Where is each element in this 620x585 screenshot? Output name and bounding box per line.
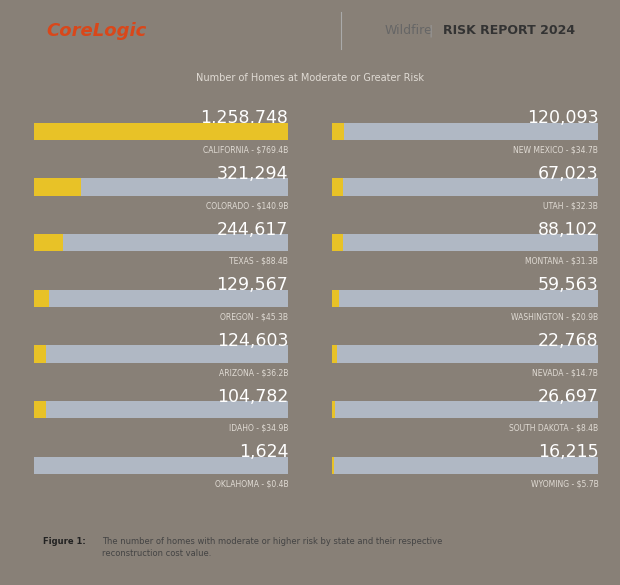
Bar xyxy=(332,456,334,474)
Text: SOUTH DAKOTA - $8.4B: SOUTH DAKOTA - $8.4B xyxy=(509,424,598,433)
Text: OKLAHOMA - $0.4B: OKLAHOMA - $0.4B xyxy=(215,479,288,488)
Text: Wildfire: Wildfire xyxy=(384,24,432,37)
Text: Number of Homes at Moderate or Greater Risk: Number of Homes at Moderate or Greater R… xyxy=(196,73,424,83)
Bar xyxy=(332,234,342,251)
Bar xyxy=(332,401,335,418)
Bar xyxy=(332,290,339,307)
Text: IDAHO - $34.9B: IDAHO - $34.9B xyxy=(229,424,288,433)
Text: COLORADO - $140.9B: COLORADO - $140.9B xyxy=(206,201,288,210)
Text: 244,617: 244,617 xyxy=(217,221,288,239)
Bar xyxy=(34,123,288,140)
Text: OREGON - $45.3B: OREGON - $45.3B xyxy=(220,312,288,321)
Bar xyxy=(34,178,288,195)
Text: 22,768: 22,768 xyxy=(538,332,598,350)
Bar xyxy=(332,456,598,474)
Bar xyxy=(332,401,598,418)
Bar xyxy=(332,178,598,195)
Text: Figure 1:: Figure 1: xyxy=(43,536,86,546)
Bar xyxy=(34,234,288,251)
Bar xyxy=(34,123,288,140)
Text: The number of homes with moderate or higher risk by state and their respective
r: The number of homes with moderate or hig… xyxy=(102,536,442,558)
Bar xyxy=(34,178,81,195)
Text: CoreLogic: CoreLogic xyxy=(46,22,146,40)
Text: 26,697: 26,697 xyxy=(538,388,598,405)
Text: WYOMING - $5.7B: WYOMING - $5.7B xyxy=(531,479,598,488)
Text: 104,782: 104,782 xyxy=(217,388,288,405)
Text: MONTANA - $31.3B: MONTANA - $31.3B xyxy=(525,257,598,266)
Bar xyxy=(332,178,343,195)
Bar xyxy=(332,345,598,363)
Bar xyxy=(34,234,63,251)
Bar xyxy=(332,345,337,363)
Bar xyxy=(34,401,288,418)
Bar xyxy=(332,234,598,251)
Bar xyxy=(332,290,598,307)
Bar xyxy=(34,345,46,363)
Bar xyxy=(332,123,598,140)
Text: CALIFORNIA - $769.4B: CALIFORNIA - $769.4B xyxy=(203,146,288,154)
Text: 124,603: 124,603 xyxy=(217,332,288,350)
Text: ARIZONA - $36.2B: ARIZONA - $36.2B xyxy=(219,368,288,377)
Text: 59,563: 59,563 xyxy=(538,276,598,294)
Text: 1,624: 1,624 xyxy=(239,443,288,462)
Bar xyxy=(34,290,288,307)
Text: WASHINGTON - $20.9B: WASHINGTON - $20.9B xyxy=(511,312,598,321)
Text: 129,567: 129,567 xyxy=(216,276,288,294)
Text: 1,258,748: 1,258,748 xyxy=(200,109,288,128)
Text: 120,093: 120,093 xyxy=(526,109,598,128)
Bar xyxy=(34,456,288,474)
Text: NEW MEXICO - $34.7B: NEW MEXICO - $34.7B xyxy=(513,146,598,154)
Text: |: | xyxy=(429,24,433,37)
Text: 321,294: 321,294 xyxy=(217,165,288,183)
Text: RISK REPORT 2024: RISK REPORT 2024 xyxy=(443,24,575,37)
Text: 16,215: 16,215 xyxy=(538,443,598,462)
Bar xyxy=(332,123,343,140)
Bar xyxy=(34,345,288,363)
Text: 67,023: 67,023 xyxy=(538,165,598,183)
Text: TEXAS - $88.4B: TEXAS - $88.4B xyxy=(229,257,288,266)
Bar xyxy=(34,401,46,418)
Text: UTAH - $32.3B: UTAH - $32.3B xyxy=(543,201,598,210)
Bar xyxy=(34,290,49,307)
Text: NEVADA - $14.7B: NEVADA - $14.7B xyxy=(533,368,598,377)
Text: 88,102: 88,102 xyxy=(538,221,598,239)
